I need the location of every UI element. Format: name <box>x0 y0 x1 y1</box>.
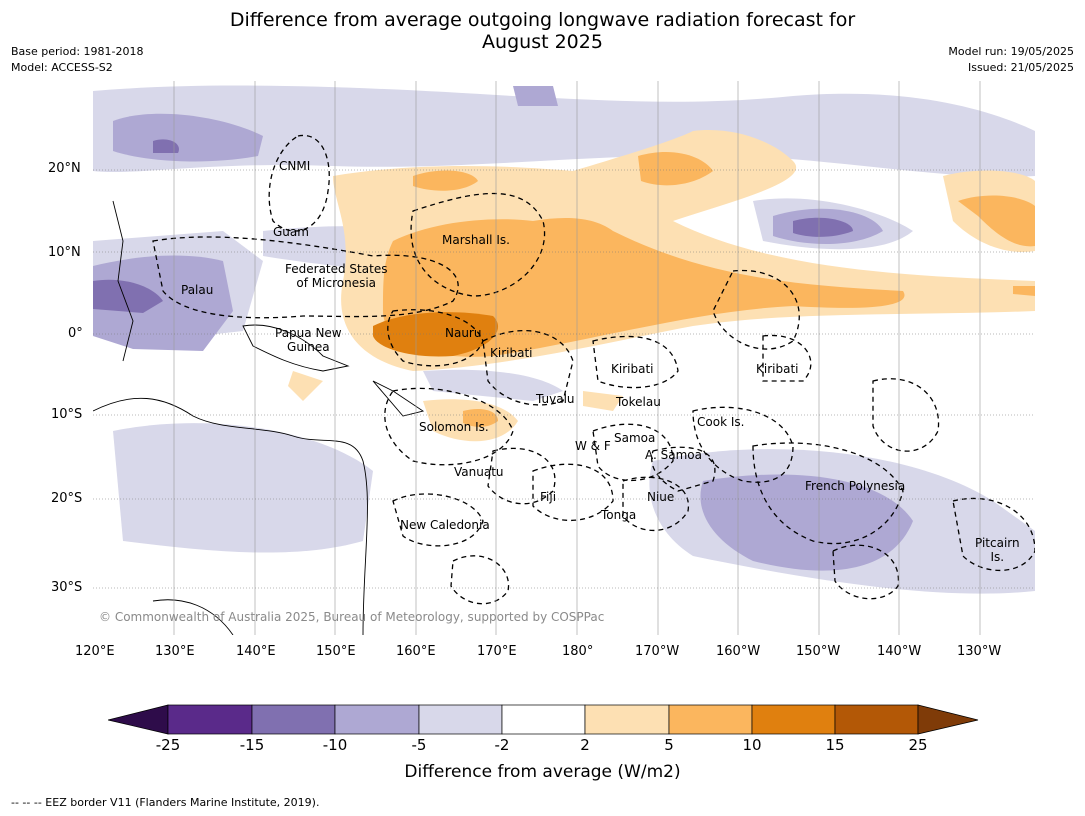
lon-label: 180° <box>562 644 594 659</box>
colorbar-segment <box>917 704 979 735</box>
graticule <box>173 81 981 635</box>
colorbar-segment <box>334 704 420 735</box>
lon-label: 160°W <box>716 644 761 659</box>
eez-footnote: -- -- -- EEZ border V11 (Flanders Marine… <box>11 796 320 809</box>
place-label: Palau <box>181 283 214 297</box>
colorbar-segment <box>501 704 586 735</box>
issued-date: Issued: 21/05/2025 <box>967 61 1074 74</box>
place-label: A. Samoa <box>645 448 702 462</box>
place-label: CNMI <box>279 159 311 173</box>
colorbar-segment <box>251 704 336 735</box>
place-label: French Polynesia <box>805 479 906 493</box>
colorbar-tick: 25 <box>908 736 928 754</box>
colorbar-segment <box>108 704 169 735</box>
lon-label: 130°W <box>957 644 1002 659</box>
lat-label: 0° <box>68 326 83 341</box>
anomaly-orange-fields <box>383 151 1035 427</box>
model-name: Model: ACCESS-S2 <box>11 61 113 74</box>
place-label: Marshall Is. <box>442 233 510 247</box>
anomaly-light-purple-fields <box>93 86 913 571</box>
colorbar-segment <box>668 704 753 735</box>
map-title-line2: August 2025 <box>482 31 603 53</box>
place-label: Tokelau <box>616 395 661 409</box>
place-label: Vanuatu <box>454 465 504 479</box>
map-panel[interactable] <box>93 81 1035 635</box>
colorbar-tick: -15 <box>239 736 265 754</box>
lat-label: 10°N <box>48 245 81 260</box>
place-label: Tonga <box>601 508 637 522</box>
colorbar-segment <box>167 704 253 735</box>
lon-label: 120°E <box>75 644 115 659</box>
colorbar-tick: -5 <box>411 736 427 754</box>
lon-label: 140°W <box>877 644 922 659</box>
copyright-notice: © Commonwealth of Australia 2025, Bureau… <box>99 610 605 624</box>
lat-label: 20°N <box>48 161 81 176</box>
latitude-lines <box>93 169 1035 589</box>
colorbar-segment <box>834 704 919 735</box>
lon-label: 130°E <box>155 644 195 659</box>
colorbar-tick: 2 <box>580 736 590 754</box>
place-label: Papua New Guinea <box>275 326 342 354</box>
lat-label: 20°S <box>51 491 83 506</box>
eez-borders <box>152 134 1035 605</box>
place-label: W & F <box>575 439 611 453</box>
colorbar-tick: -10 <box>322 736 348 754</box>
colorbar-tick: 10 <box>742 736 762 754</box>
place-label: Fiji <box>540 490 557 504</box>
place-label: Kiribati <box>490 346 533 360</box>
base-period: Base period: 1981-2018 <box>11 45 144 58</box>
colorbar-segment <box>751 704 836 735</box>
place-label: Federated States of Micronesia <box>285 262 388 290</box>
lon-label: 150°E <box>316 644 356 659</box>
lon-label: 150°W <box>796 644 841 659</box>
colorbar-tick: 15 <box>825 736 845 754</box>
colorbar-segment <box>584 704 670 735</box>
colorbar-tick: -25 <box>155 736 181 754</box>
colorbar <box>108 704 979 735</box>
anomaly-map <box>93 81 1035 635</box>
lon-label: 160°E <box>396 644 436 659</box>
place-label: Tuvalu <box>536 392 575 406</box>
coastlines <box>93 200 425 635</box>
lon-label: 170°W <box>635 644 680 659</box>
place-label: Guam <box>273 225 309 239</box>
place-label: Samoa <box>614 431 656 445</box>
place-label: New Caledonia <box>400 518 490 532</box>
place-label: Solomon Is. <box>419 420 489 434</box>
lon-label: 140°E <box>236 644 276 659</box>
colorbar-tick: 5 <box>664 736 674 754</box>
place-label: Pitcairn Is. <box>975 536 1020 564</box>
place-label: Kiribati <box>611 362 654 376</box>
colorbar-label: Difference from average (W/m2) <box>404 762 681 782</box>
model-run: Model run: 19/05/2025 <box>948 45 1074 58</box>
map-title-line1: Difference from average outgoing longwav… <box>229 9 856 31</box>
lat-label: 10°S <box>51 407 83 422</box>
place-label: Cook Is. <box>697 415 745 429</box>
place-label: Kiribati <box>756 362 799 376</box>
place-label: Nauru <box>445 326 482 340</box>
colorbar-tick: -2 <box>494 736 510 754</box>
place-label: Niue <box>647 490 675 504</box>
colorbar-segment <box>418 704 503 735</box>
lat-label: 30°S <box>51 580 83 595</box>
lon-label: 170°E <box>477 644 517 659</box>
anomaly-mid-purple-fields <box>93 139 853 313</box>
